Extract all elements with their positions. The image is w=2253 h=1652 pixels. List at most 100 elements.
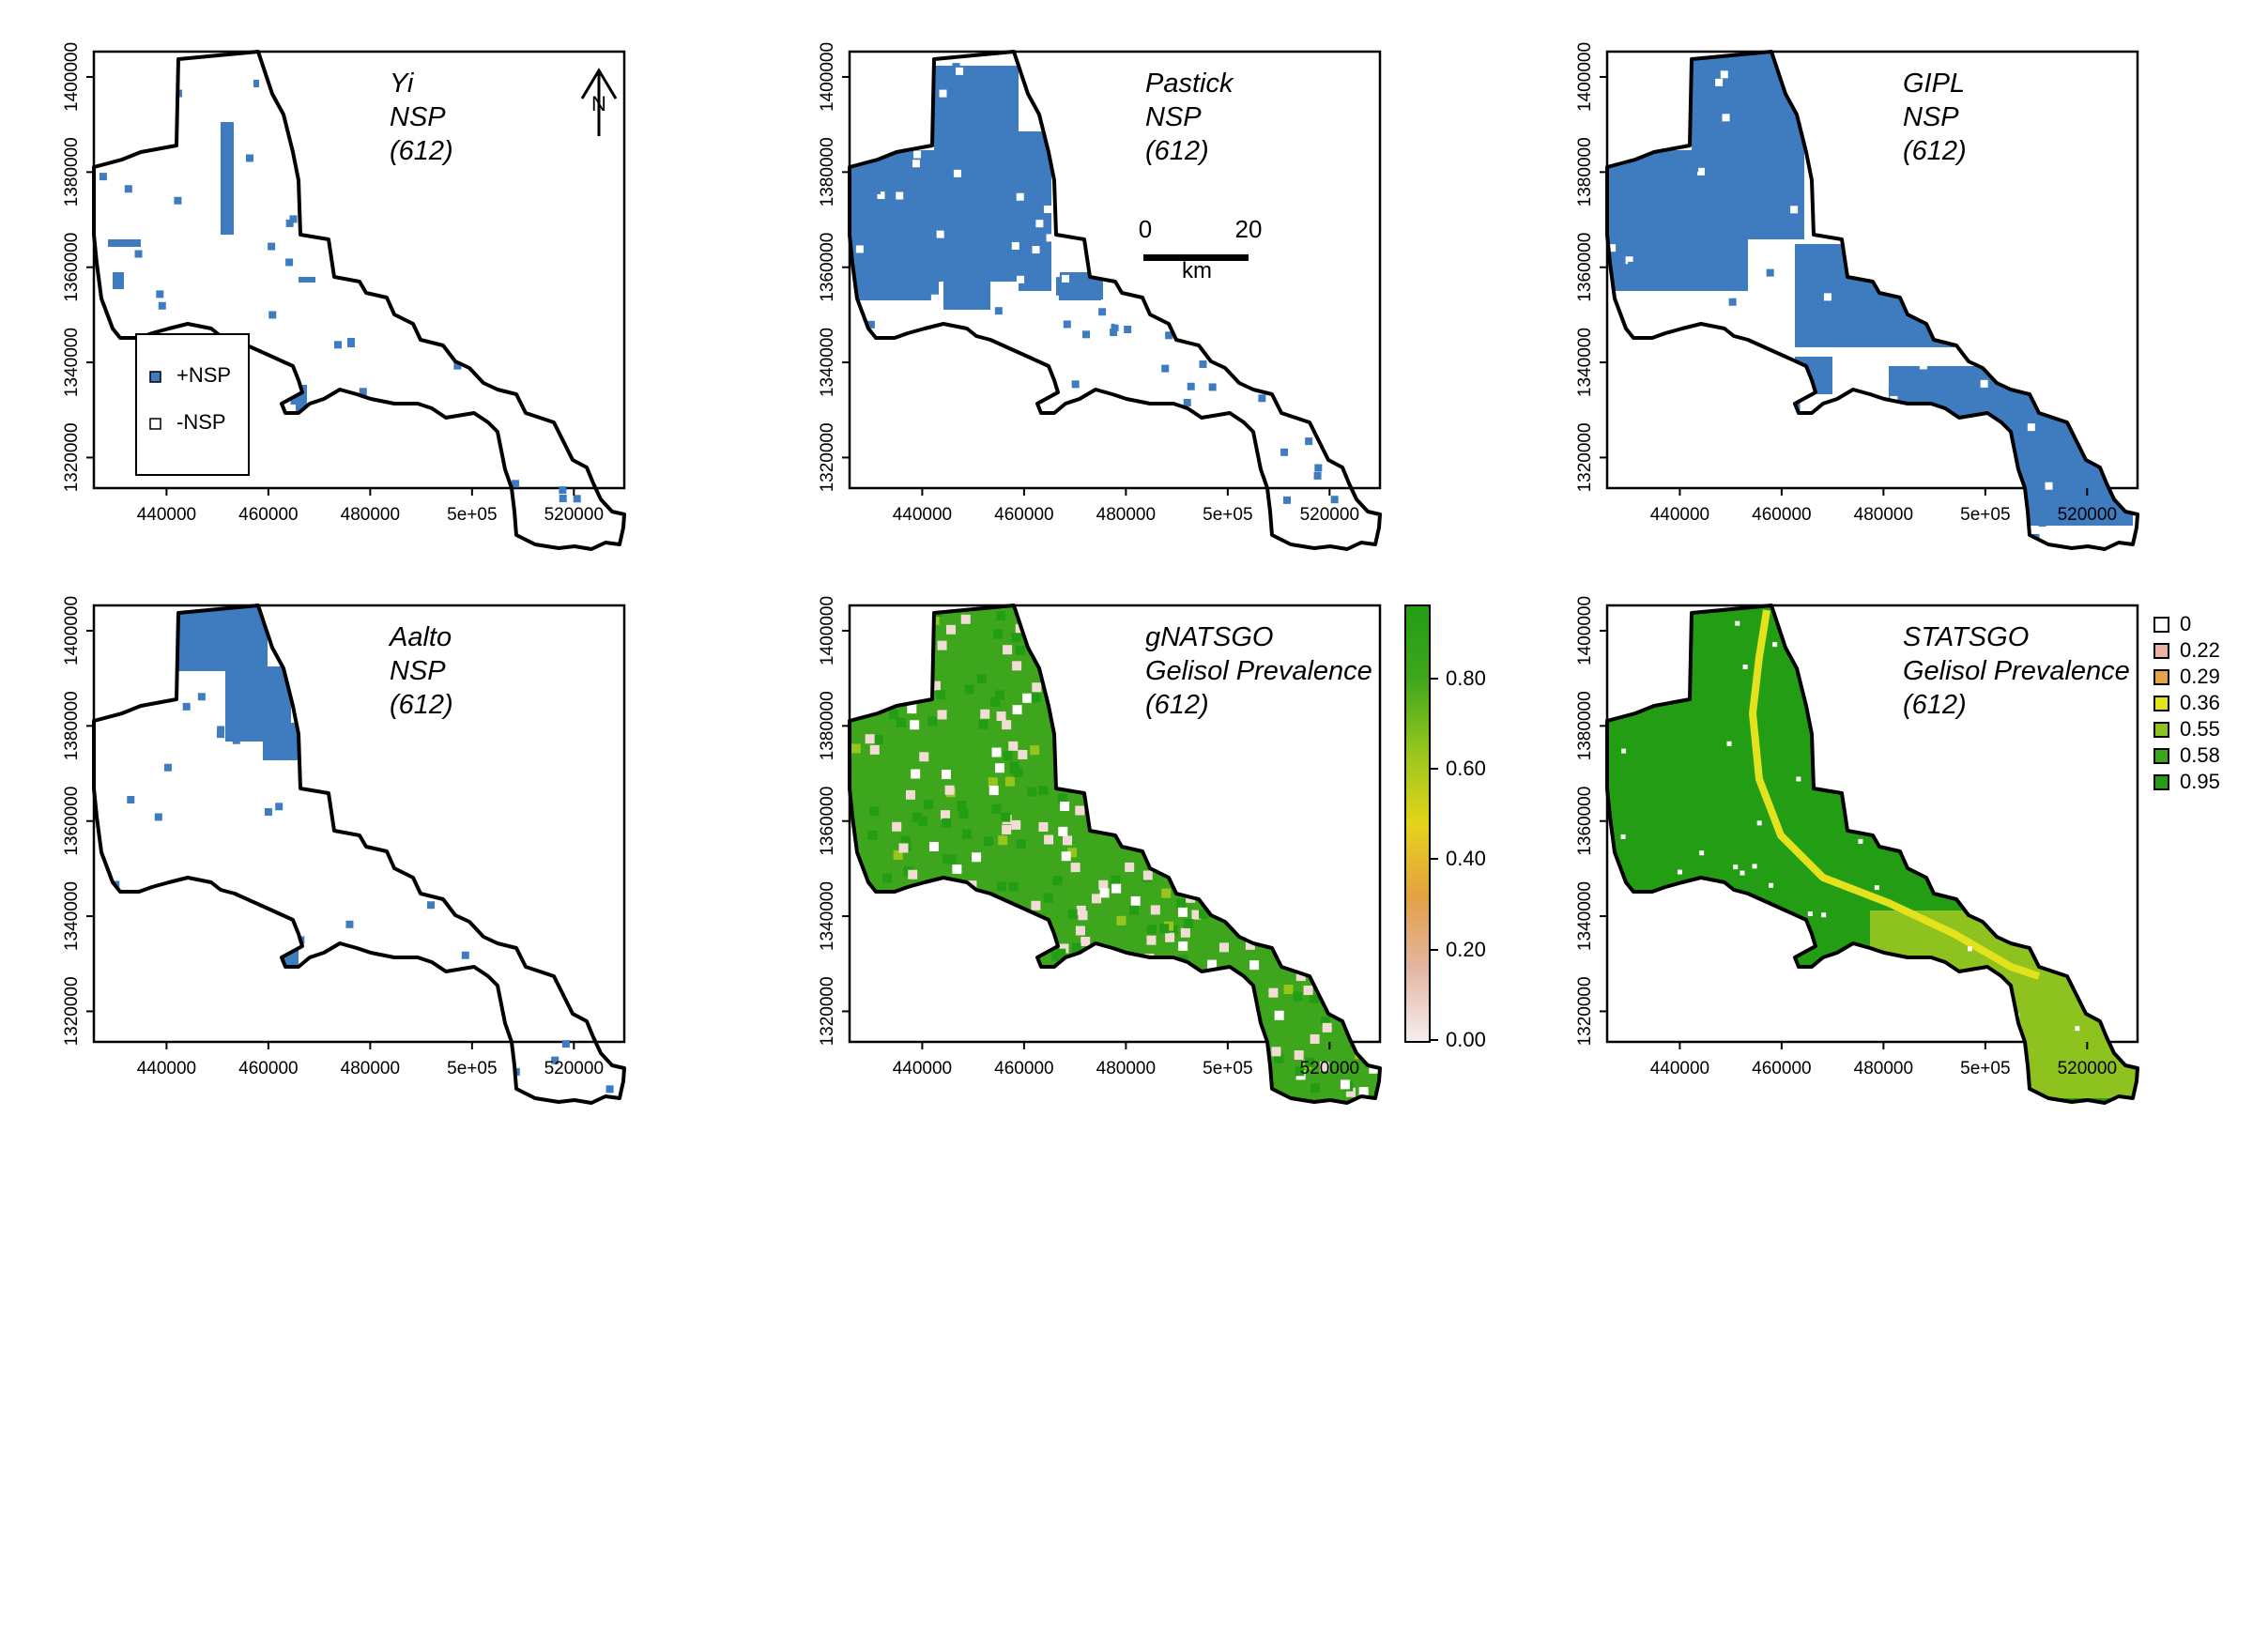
class-cell <box>1620 834 1626 839</box>
nsp-cell <box>912 214 920 222</box>
prevalence-cell <box>1058 826 1068 836</box>
x-tick-label: 5e+05 <box>447 1059 497 1078</box>
nsp-cell <box>1919 361 1927 370</box>
prevalence-cell <box>1001 812 1011 822</box>
nsp-cell <box>1063 320 1071 329</box>
y-tick-label: 1380000 <box>62 137 82 206</box>
nsp-area <box>178 605 268 671</box>
nsp-cell <box>1051 269 1060 278</box>
nsp-cell <box>952 63 960 71</box>
prevalence-cell <box>1268 987 1279 998</box>
map-panel: 440000 460000 480000 5e+05 520000 1320000 1340… <box>818 42 1382 551</box>
panel-title-line: (612) <box>1903 690 1967 720</box>
nsp-cell <box>194 660 203 668</box>
x-tick-label: 5e+05 <box>447 505 497 525</box>
prevalence-cell <box>1320 1017 1330 1027</box>
nsp-cell <box>453 361 462 370</box>
nsp-cell <box>1672 247 1680 255</box>
class-cell <box>1748 1080 1754 1086</box>
nsp-cell <box>1801 333 1809 342</box>
prevalence-cell <box>1186 1084 1196 1094</box>
prevalence-cell <box>1002 720 1012 730</box>
region-boundary <box>1605 604 2139 1105</box>
y-tick-label: 1380000 <box>1575 691 1595 760</box>
prevalence-cell <box>1113 1084 1124 1094</box>
prevalence-cell <box>1249 960 1260 971</box>
nsp-cell <box>927 249 936 257</box>
prevalence-cell <box>980 709 990 719</box>
prevalence-cell <box>1358 1087 1369 1097</box>
panel-title-line: Gelisol Prevalence <box>1903 656 2130 686</box>
prevalence-cell <box>1159 924 1170 934</box>
nsp-legend-label: +NSP <box>176 363 231 387</box>
nsp-cell <box>977 274 986 283</box>
nsp-cell <box>200 662 208 670</box>
prevalence-cell <box>869 744 880 755</box>
nsp-cell <box>855 536 864 544</box>
nsp-cell <box>1326 470 1335 479</box>
nsp-cell <box>1154 523 1162 531</box>
prevalence-cell <box>1295 1066 1305 1077</box>
y-tick-label: 1340000 <box>818 328 837 397</box>
prevalence-cell <box>1044 834 1054 845</box>
prevalence-cell <box>1002 824 1012 834</box>
prevalence-cell <box>1011 633 1021 643</box>
nsp-cell <box>573 495 581 503</box>
scale-bar-unit: km <box>1182 258 1212 283</box>
prevalence-cell <box>1107 1083 1117 1094</box>
panel-title-line: (612) <box>1145 690 1209 720</box>
prevalence-cell <box>1304 1057 1314 1067</box>
prevalence-cell <box>1146 925 1157 935</box>
y-tick-label: 1360000 <box>1575 787 1595 856</box>
y-tick-label: 1340000 <box>62 881 82 951</box>
nsp-cell <box>1165 331 1173 340</box>
class-cell <box>1821 912 1827 918</box>
nsp-cell <box>561 1040 570 1048</box>
nsp-cell <box>156 290 164 298</box>
prevalence-cell <box>993 629 1004 639</box>
class-legend-label: 0.95 <box>2180 770 2220 793</box>
prevalence-cell <box>1075 805 1085 816</box>
nsp-cell <box>1304 448 1312 456</box>
class-legend-label: 0.22 <box>2180 638 2220 662</box>
nsp-cell <box>1722 114 1730 122</box>
prevalence-cell <box>1070 863 1081 873</box>
nsp-cell <box>245 154 253 162</box>
nsp-cell <box>1314 464 1323 472</box>
y-tick-label: 1400000 <box>1575 596 1595 665</box>
prevalence-cell <box>1207 959 1218 970</box>
scale-bar-end: 20 <box>1235 215 1263 243</box>
nsp-cell <box>158 301 166 310</box>
prevalence-cell <box>1061 851 1071 862</box>
nsp-cell <box>947 524 956 532</box>
panel-title-line: NSP <box>390 656 446 686</box>
prevalence-cell <box>1245 940 1255 950</box>
nsp-cell <box>1098 308 1107 316</box>
nsp-cell <box>960 84 969 92</box>
nsp-cell <box>2086 468 2094 477</box>
prevalence-cell <box>1253 1071 1264 1081</box>
y-tick-label: 1320000 <box>62 976 82 1046</box>
prevalence-cell <box>873 734 883 744</box>
panel-title-line: (612) <box>1145 136 1209 166</box>
x-tick-label: 460000 <box>1752 505 1811 525</box>
nsp-cell <box>1043 262 1051 270</box>
nsp-legend-box <box>135 333 250 476</box>
prevalence-cell <box>1177 907 1188 917</box>
nsp-cell <box>1183 398 1191 406</box>
nsp-cell <box>285 258 294 267</box>
prevalence-cell <box>996 611 1006 621</box>
nsp-cell <box>1061 495 1069 503</box>
nsp-cell <box>427 901 436 910</box>
nsp-cell <box>1035 220 1044 228</box>
class-cell <box>1699 850 1705 856</box>
prevalence-cell <box>960 614 971 624</box>
prevalence-cell <box>1165 932 1175 942</box>
prevalence-cell <box>1162 1047 1172 1057</box>
prevalence-cell <box>1116 915 1126 925</box>
prevalence-cell <box>851 743 861 754</box>
x-tick-label: 460000 <box>238 1059 298 1078</box>
prevalence-cell <box>1043 893 1053 903</box>
class-cell <box>1772 642 1778 648</box>
nsp-legend-swatch <box>149 418 161 430</box>
